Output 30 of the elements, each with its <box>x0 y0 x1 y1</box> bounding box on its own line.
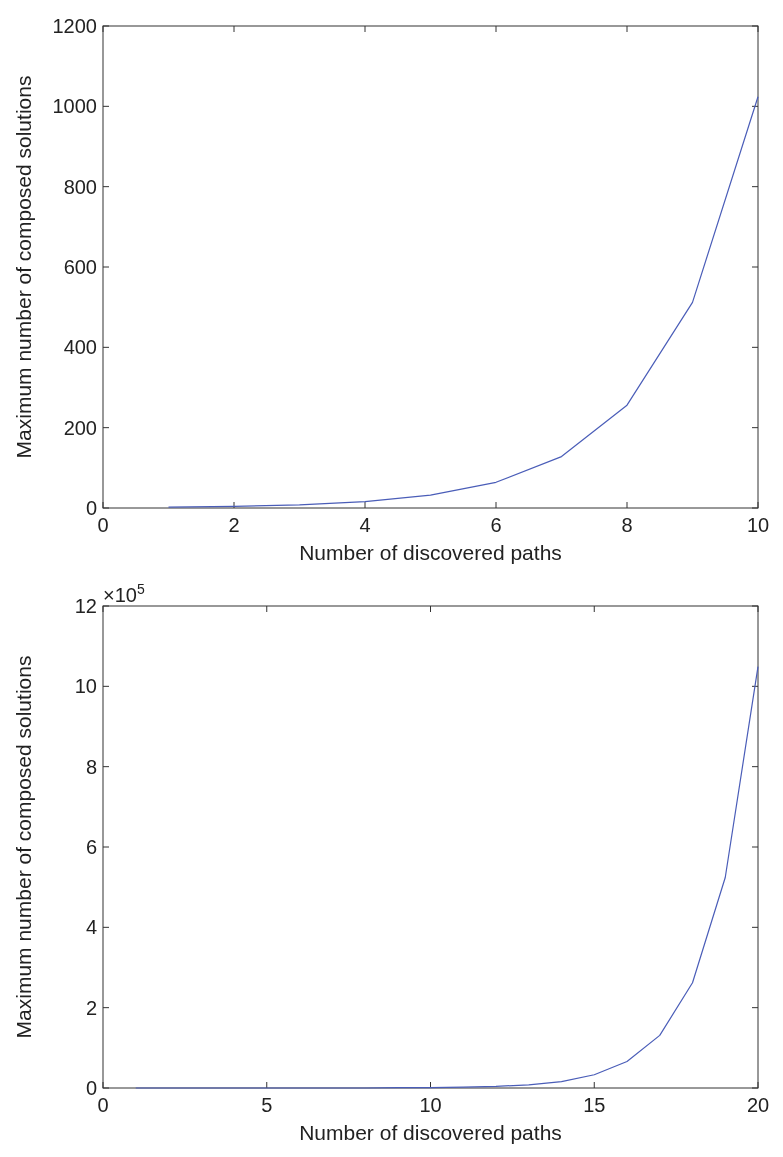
x-tick-label: 5 <box>261 1094 273 1116</box>
x-axis-title: Number of discovered paths <box>299 1121 562 1144</box>
y-tick-label: 0 <box>85 497 97 519</box>
annotation: ×10$^{5}$ <box>103 581 145 606</box>
x-tick-label: 6 <box>490 514 502 536</box>
x-axis-title: Number of discovered paths <box>299 541 562 564</box>
x-tick-label: 4 <box>359 514 371 536</box>
y-tick-label: 1000 <box>52 95 97 118</box>
y-tick-label: 8 <box>85 755 97 778</box>
y-tick-label: 12 <box>74 595 97 617</box>
x-tick-label: 10 <box>419 1094 442 1116</box>
x-tick-label: 10 <box>746 514 770 536</box>
y-tick-label: 1200 <box>52 15 97 37</box>
y-axis-title: Maximum number of composed solutions <box>12 75 35 459</box>
y-tick-label: 400 <box>63 336 97 359</box>
x-tick-label: 8 <box>621 514 633 536</box>
y-tick-label: 6 <box>85 836 97 858</box>
y-tick-label: 0 <box>85 1077 97 1099</box>
line-series <box>167 96 759 508</box>
x-tick-label: 15 <box>583 1094 606 1116</box>
line-series <box>135 666 759 1089</box>
y-tick-label: 800 <box>63 175 97 198</box>
y-tick-label: 200 <box>63 416 97 439</box>
x-tick-label: 2 <box>228 514 240 536</box>
y-tick-label: 600 <box>63 256 97 278</box>
y-tick-label: 10 <box>74 675 97 698</box>
y-tick-label: 4 <box>85 916 97 939</box>
y-tick-label: 2 <box>85 996 97 1019</box>
x-tick-label: 20 <box>746 1094 770 1116</box>
y-axis-title: Maximum number of composed solutions <box>12 655 35 1039</box>
